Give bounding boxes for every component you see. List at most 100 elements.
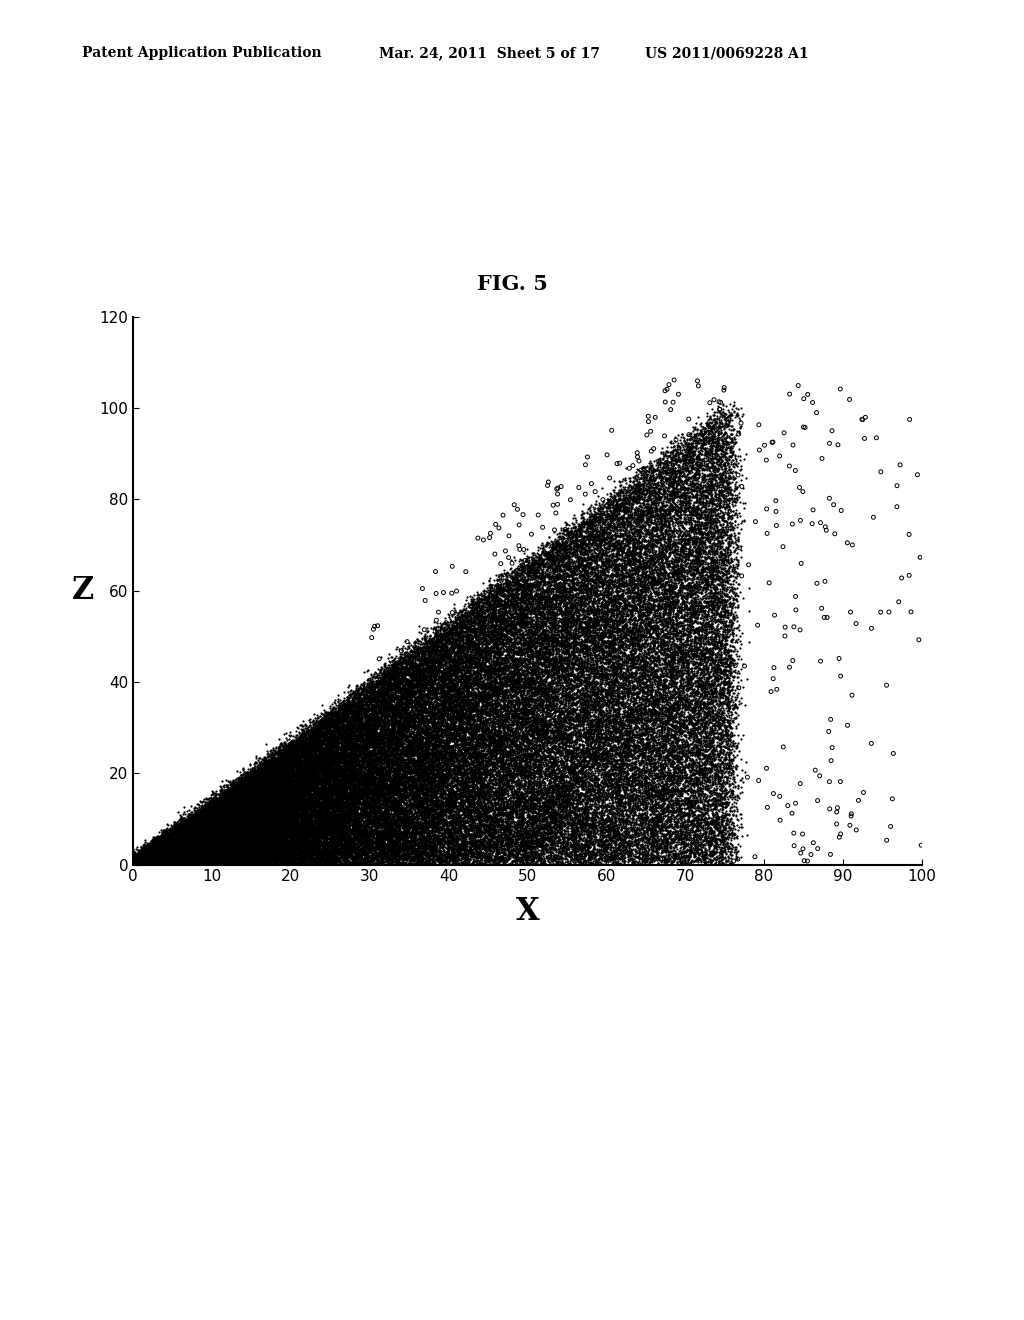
Point: [357, 830, 374, 851]
Point: [172, 830, 188, 851]
Point: [466, 760, 482, 781]
Point: [639, 635, 655, 656]
Point: [211, 828, 227, 849]
Point: [467, 783, 483, 804]
Point: [529, 677, 546, 698]
Point: [627, 478, 643, 499]
Point: [727, 540, 743, 561]
Point: [492, 801, 508, 822]
Point: [493, 702, 509, 723]
Point: [475, 747, 492, 768]
Point: [433, 714, 450, 735]
Point: [714, 412, 730, 433]
Point: [606, 638, 623, 659]
Point: [157, 845, 173, 866]
Point: [236, 830, 252, 851]
Point: [531, 845, 548, 866]
Point: [570, 768, 587, 789]
Point: [724, 611, 740, 632]
Point: [293, 846, 309, 867]
Point: [311, 830, 328, 851]
Point: [517, 630, 534, 651]
Point: [178, 849, 195, 870]
Point: [394, 816, 411, 837]
Point: [225, 838, 242, 859]
Point: [511, 750, 527, 771]
Point: [240, 805, 256, 826]
Point: [414, 828, 430, 849]
Point: [298, 766, 314, 787]
Point: [239, 825, 255, 846]
Point: [615, 847, 632, 869]
Point: [703, 692, 720, 713]
Point: [688, 664, 705, 685]
Point: [688, 642, 705, 663]
Point: [127, 854, 143, 875]
Point: [145, 853, 162, 874]
Point: [299, 849, 315, 870]
Point: [478, 776, 495, 797]
Point: [348, 781, 365, 803]
Point: [139, 841, 156, 862]
Point: [280, 816, 296, 837]
Point: [595, 495, 611, 516]
Point: [412, 845, 428, 866]
Point: [392, 676, 409, 697]
Point: [662, 764, 678, 785]
Point: [458, 816, 474, 837]
Point: [186, 820, 203, 841]
Point: [557, 652, 573, 673]
Point: [159, 834, 175, 855]
Point: [697, 638, 714, 659]
Point: [228, 779, 245, 800]
Point: [600, 781, 616, 803]
Point: [245, 813, 261, 834]
Point: [494, 818, 510, 840]
Point: [324, 825, 340, 846]
Point: [630, 507, 646, 528]
Point: [261, 789, 278, 810]
Point: [327, 838, 343, 859]
Point: [209, 818, 225, 840]
Point: [461, 630, 477, 651]
Point: [167, 843, 183, 865]
Point: [227, 854, 244, 875]
Point: [511, 664, 527, 685]
Point: [489, 630, 506, 651]
Point: [170, 824, 186, 845]
Point: [184, 822, 201, 843]
Point: [139, 846, 156, 867]
Point: [468, 774, 484, 795]
Point: [280, 817, 296, 838]
Point: [416, 747, 432, 768]
Point: [504, 783, 520, 804]
Point: [621, 729, 637, 750]
Point: [280, 808, 296, 829]
Point: [143, 854, 160, 875]
Point: [536, 603, 552, 624]
Point: [217, 813, 233, 834]
Point: [477, 620, 494, 642]
Point: [653, 545, 670, 566]
Point: [226, 807, 243, 828]
Point: [387, 726, 403, 747]
Point: [375, 721, 391, 742]
Point: [514, 715, 530, 737]
Point: [609, 622, 626, 643]
Point: [356, 807, 373, 828]
Point: [398, 663, 415, 684]
Point: [131, 851, 147, 873]
Point: [524, 645, 541, 667]
Point: [520, 620, 537, 642]
Point: [208, 810, 224, 832]
Point: [426, 820, 442, 841]
Point: [669, 612, 685, 634]
Point: [355, 853, 372, 874]
Point: [429, 809, 445, 830]
Point: [660, 808, 677, 829]
Point: [394, 677, 411, 698]
Point: [559, 779, 575, 800]
Point: [418, 845, 434, 866]
Point: [581, 717, 597, 738]
Point: [152, 841, 168, 862]
